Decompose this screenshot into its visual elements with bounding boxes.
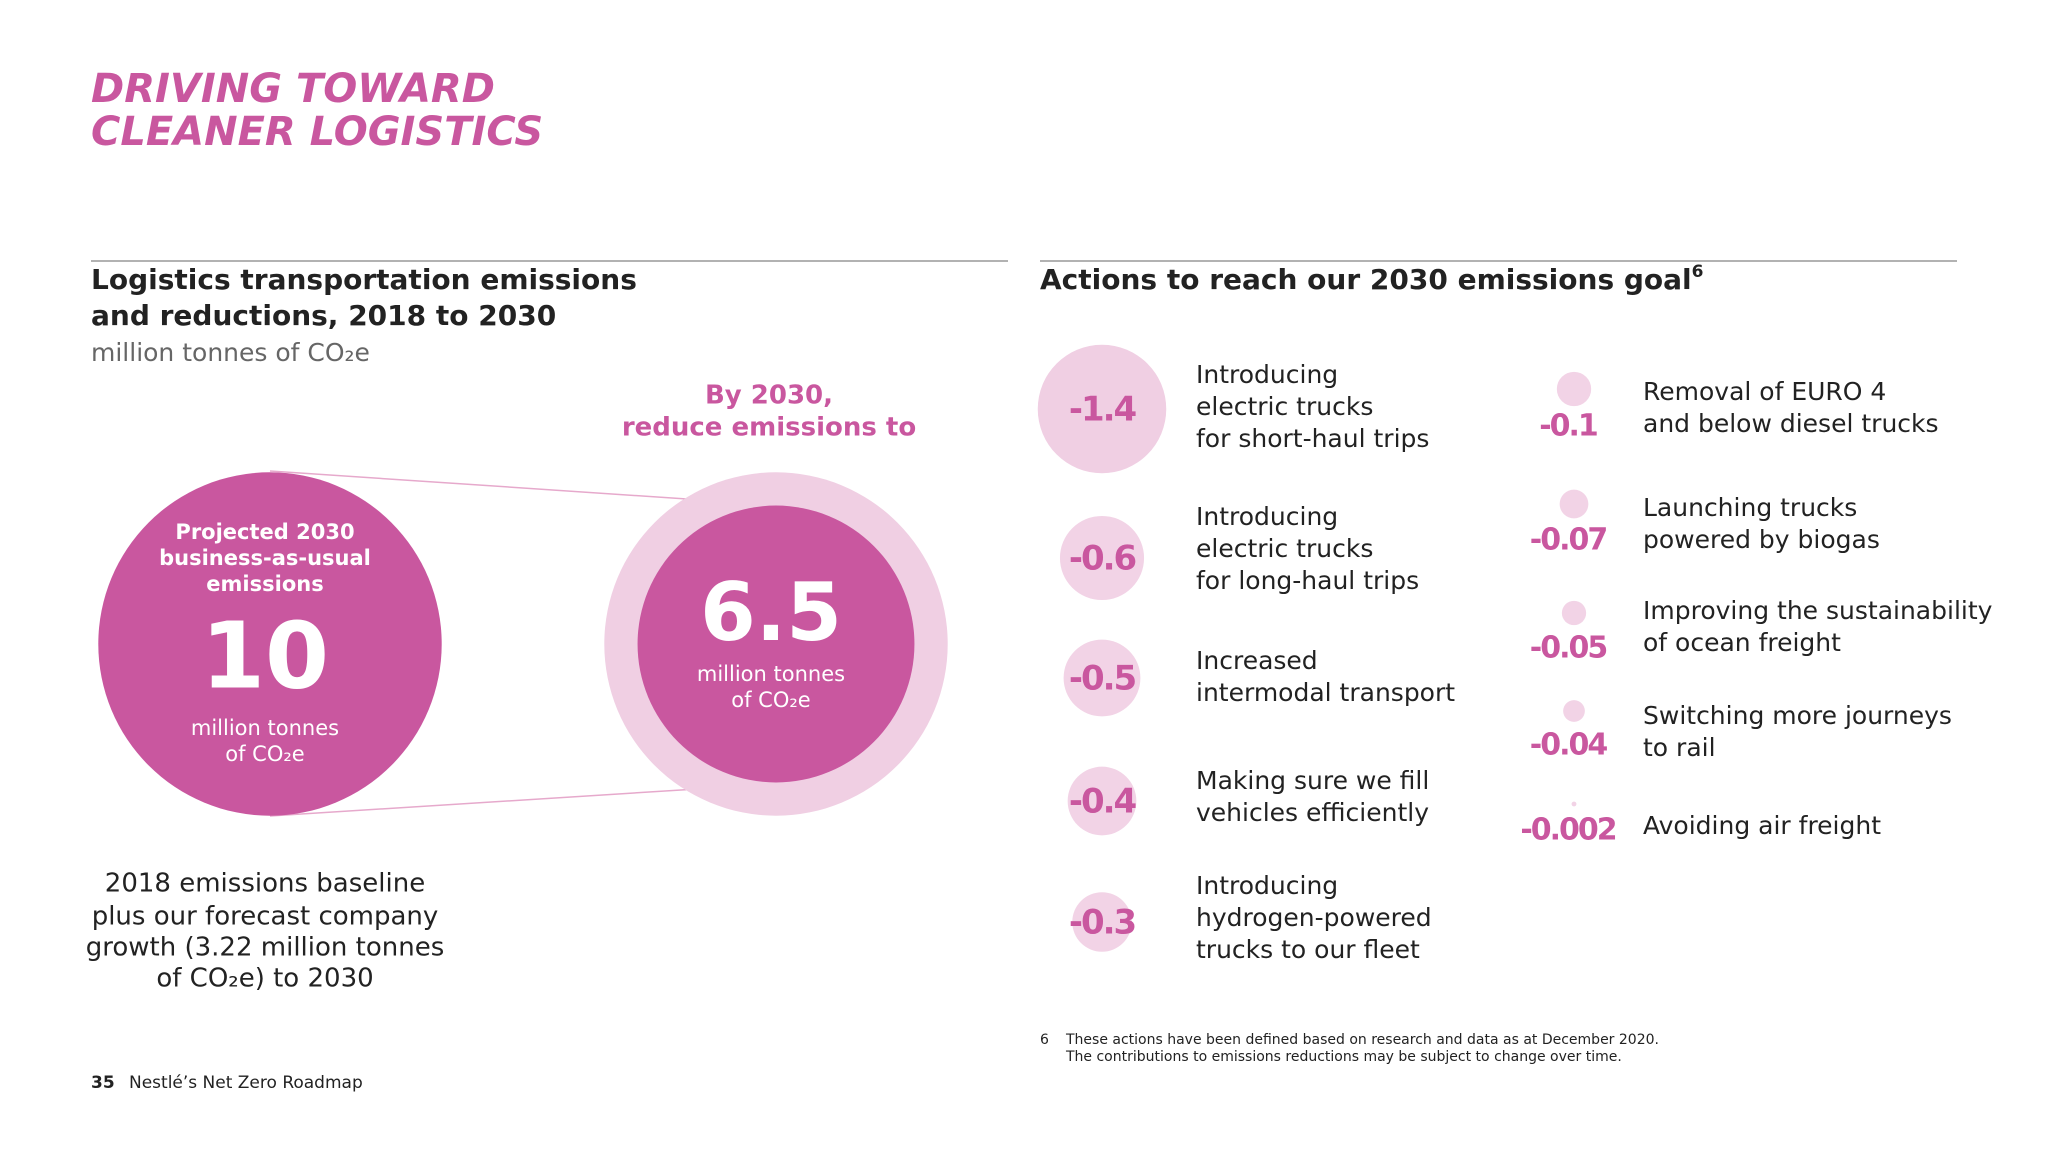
heading-note: 6 — [1692, 262, 1704, 282]
action-label: vehicles efficiently — [1196, 798, 1429, 827]
right-heading-text: Actions to reach our 2030 emissions goal — [1040, 263, 1692, 296]
action-circle — [1556, 371, 1592, 407]
projected-unit: million tonnes — [191, 716, 339, 740]
action-label: Making sure we fill — [1196, 766, 1429, 795]
publication: Nestlé’s Net Zero Roadmap — [129, 1073, 363, 1093]
action-circle — [1037, 344, 1167, 474]
action-label: Introducing — [1196, 360, 1338, 389]
action-value: -0.002 — [1520, 813, 1615, 848]
projected-circle — [98, 472, 442, 816]
left-text: Projected 2030business-as-usualemissions… — [86, 520, 845, 994]
action-label: Increased — [1196, 646, 1318, 675]
unit: million tonnes of CO₂e — [91, 338, 370, 367]
target-value: 6.5 — [700, 566, 842, 659]
action-circle — [1063, 639, 1141, 717]
action-circle — [1563, 700, 1585, 722]
target-unit: of CO₂e — [731, 688, 810, 712]
action-circle — [1072, 892, 1132, 952]
action-label: electric trucks — [1196, 534, 1373, 563]
action-label: to rail — [1643, 733, 1716, 762]
action-circle — [1571, 801, 1577, 807]
page-number: 35 — [91, 1073, 115, 1093]
action-value: -1.4 — [1069, 390, 1137, 430]
projected-unit: of CO₂e — [225, 742, 304, 766]
action-value: -0.5 — [1069, 659, 1136, 699]
action-label: Removal of EURO 4 — [1643, 377, 1886, 406]
circles — [98, 472, 948, 816]
action-value: -0.1 — [1539, 409, 1597, 444]
action-label: trucks to our fleet — [1196, 935, 1420, 964]
target-circle — [637, 505, 915, 783]
action-circle — [1059, 515, 1145, 601]
action-label: for long-haul trips — [1196, 566, 1419, 595]
action-value: -0.07 — [1530, 523, 1607, 558]
action-label: hydrogen-powered — [1196, 903, 1432, 932]
footnote: The contributions to emissions reduction… — [1065, 1049, 1622, 1065]
action-circle — [1561, 600, 1587, 626]
target-unit: million tonnes — [697, 662, 845, 686]
projected-label: emissions — [206, 572, 323, 596]
projected-value: 10 — [201, 602, 329, 709]
action-label: powered by biogas — [1643, 525, 1880, 554]
footnote-marker: 6 — [1040, 1032, 1049, 1048]
caption: growth (3.22 million tonnes — [86, 933, 445, 963]
by-2030: By 2030, — [705, 381, 833, 411]
action-value: -0.4 — [1069, 782, 1137, 822]
action-value: -0.04 — [1530, 728, 1608, 763]
action-label: electric trucks — [1196, 392, 1373, 421]
action-label: and below diesel trucks — [1643, 409, 1939, 438]
action-circle — [1067, 766, 1137, 836]
action-label: Improving the sustainability — [1643, 596, 1993, 625]
left-heading: Logistics transportation emissions — [91, 263, 637, 296]
right-heading: Actions to reach our 2030 emissions goal… — [1040, 262, 1703, 296]
action-value: -0.6 — [1069, 539, 1136, 579]
action-label: Avoiding air freight — [1643, 811, 1881, 840]
caption: of CO₂e) to 2030 — [156, 964, 373, 994]
title-line: DRIVING TOWARD — [91, 66, 495, 112]
left-heading: and reductions, 2018 to 2030 — [91, 299, 556, 332]
caption: plus our forecast company — [92, 902, 439, 932]
by-2030: reduce emissions to — [622, 413, 916, 443]
footnote: These actions have been defined based on… — [1065, 1032, 1659, 1048]
action-label: for short-haul trips — [1196, 424, 1429, 453]
action-circle — [1559, 489, 1589, 519]
action-label: Introducing — [1196, 871, 1338, 900]
action-label: Launching trucks — [1643, 493, 1857, 522]
action-label: Introducing — [1196, 502, 1338, 531]
action-label: Switching more journeys — [1643, 701, 1952, 730]
projected-label: Projected 2030 — [175, 520, 354, 544]
actions: -1.4 Introducing electric trucks for short-… — [1037, 344, 1993, 964]
action-value: -0.3 — [1069, 903, 1135, 943]
caption: 2018 emissions baseline — [105, 869, 425, 899]
projected-label: business-as-usual — [159, 546, 371, 570]
action-label: of ocean freight — [1643, 628, 1841, 657]
action-label: intermodal transport — [1196, 678, 1455, 707]
action-value: -0.05 — [1530, 631, 1607, 666]
title-line: CLEANER LOGISTICS — [91, 109, 543, 155]
